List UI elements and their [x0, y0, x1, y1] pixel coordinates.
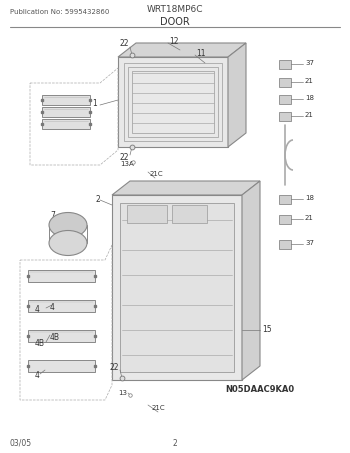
Text: 2: 2 [96, 194, 101, 203]
Polygon shape [42, 107, 90, 117]
Text: N05DAAC9KA0: N05DAAC9KA0 [225, 386, 294, 395]
Bar [172, 205, 207, 223]
Text: 21C: 21C [150, 171, 164, 177]
Text: 11: 11 [196, 48, 205, 58]
Bar [279, 240, 291, 249]
Bar [120, 203, 234, 372]
Polygon shape [28, 270, 95, 282]
Polygon shape [28, 330, 95, 342]
Polygon shape [112, 181, 260, 195]
Text: 21: 21 [305, 112, 314, 118]
Bar [128, 67, 218, 137]
Bar [279, 195, 291, 204]
Text: Publication No: 5995432860: Publication No: 5995432860 [10, 9, 109, 15]
Polygon shape [242, 181, 260, 380]
Text: 4: 4 [50, 303, 55, 312]
Text: WRT18MP6C: WRT18MP6C [147, 5, 203, 14]
Text: 15: 15 [262, 324, 272, 333]
Bar [279, 78, 291, 87]
Bar [279, 60, 291, 69]
Text: 13: 13 [118, 390, 127, 396]
Bar [124, 63, 222, 141]
Bar [279, 95, 291, 104]
Bar [279, 112, 291, 121]
Ellipse shape [49, 212, 87, 237]
Text: 21C: 21C [152, 405, 166, 411]
Text: 37: 37 [305, 60, 314, 66]
Text: 03/05: 03/05 [10, 439, 32, 448]
Bar [279, 215, 291, 224]
Text: 21: 21 [305, 78, 314, 84]
Text: 18: 18 [305, 95, 314, 101]
Text: 7: 7 [50, 212, 55, 221]
Text: 13A: 13A [120, 161, 134, 167]
Text: 4B: 4B [50, 333, 60, 342]
Text: 22: 22 [110, 363, 119, 372]
Polygon shape [28, 360, 95, 372]
Text: 18: 18 [305, 195, 314, 201]
Bar [132, 71, 214, 133]
Polygon shape [118, 43, 246, 57]
Polygon shape [42, 119, 90, 129]
Text: 4: 4 [35, 305, 40, 314]
Text: 21: 21 [305, 215, 314, 221]
Bar [112, 195, 242, 380]
Polygon shape [42, 95, 90, 105]
Text: 22: 22 [120, 153, 130, 162]
Text: 4B: 4B [35, 339, 45, 348]
Text: DOOR: DOOR [160, 17, 190, 27]
Text: 12: 12 [169, 37, 178, 45]
Text: 1: 1 [92, 98, 97, 107]
Bar [118, 57, 228, 147]
Polygon shape [228, 43, 246, 147]
Bar [127, 205, 167, 223]
Text: 2: 2 [173, 439, 177, 448]
Ellipse shape [49, 231, 87, 255]
Text: 4: 4 [35, 371, 40, 380]
Text: 22: 22 [120, 39, 130, 48]
Text: 37: 37 [305, 240, 314, 246]
Polygon shape [28, 300, 95, 312]
